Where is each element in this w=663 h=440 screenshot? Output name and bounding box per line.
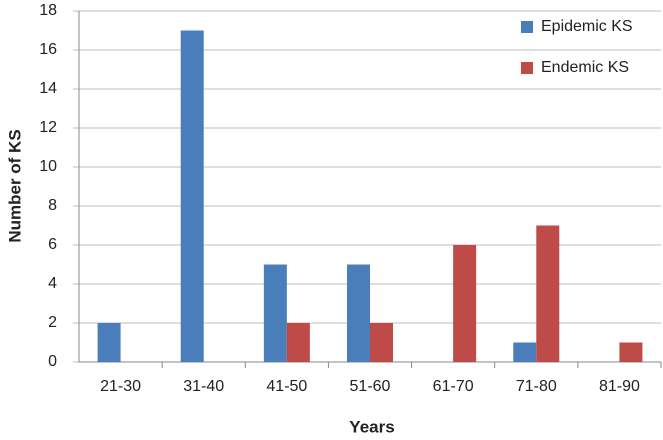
bar bbox=[453, 245, 477, 362]
y-tick-label: 10 bbox=[39, 158, 57, 175]
bar bbox=[513, 342, 537, 362]
bar bbox=[347, 264, 370, 362]
y-tick-label: 12 bbox=[39, 119, 57, 136]
bar bbox=[180, 30, 204, 362]
y-tick-label: 0 bbox=[48, 353, 57, 370]
x-tick-label: 71-80 bbox=[516, 378, 557, 395]
y-axis-title: Number of KS bbox=[5, 129, 24, 242]
bar bbox=[97, 323, 121, 362]
y-tick-label: 8 bbox=[48, 197, 57, 214]
bar bbox=[263, 264, 287, 362]
x-tick-label: 51-60 bbox=[350, 378, 391, 395]
x-axis-title: Years bbox=[349, 417, 394, 436]
bar bbox=[286, 323, 310, 362]
y-tick-label: 2 bbox=[48, 314, 57, 331]
x-tick-label: 31-40 bbox=[183, 378, 224, 395]
y-tick-label: 16 bbox=[39, 41, 57, 58]
legend-swatch bbox=[521, 21, 533, 33]
bar bbox=[370, 323, 393, 362]
bar bbox=[536, 225, 560, 362]
x-tick-label: 61-70 bbox=[433, 378, 474, 395]
x-tick-label: 21-30 bbox=[100, 378, 141, 395]
x-tick-label: 81-90 bbox=[599, 378, 640, 395]
y-tick-label: 6 bbox=[48, 236, 57, 253]
y-tick-label: 14 bbox=[39, 80, 57, 97]
x-tick-label: 41-50 bbox=[266, 378, 307, 395]
y-tick-label: 4 bbox=[48, 275, 57, 292]
bar bbox=[619, 342, 643, 362]
y-tick-label: 18 bbox=[39, 2, 57, 19]
legend-label: Endemic KS bbox=[541, 59, 629, 76]
legend-swatch bbox=[521, 62, 533, 74]
legend-label: Epidemic KS bbox=[541, 18, 633, 35]
